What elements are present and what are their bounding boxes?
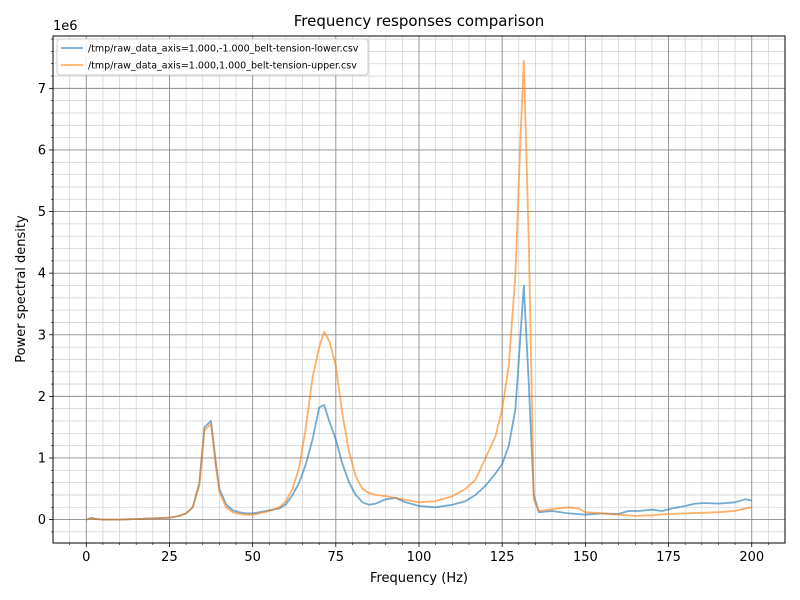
legend-label-lower: /tmp/raw_data_axis=1.000,-1.000_belt-ten… bbox=[88, 44, 359, 55]
y-tick-label: 0 bbox=[38, 513, 46, 528]
y-tick-label: 7 bbox=[38, 82, 46, 97]
x-tick-label: 100 bbox=[407, 550, 432, 565]
y-axis-label: Power spectral density bbox=[14, 215, 29, 363]
x-axis-label: Frequency (Hz) bbox=[370, 571, 468, 586]
x-tick-label: 200 bbox=[739, 550, 764, 565]
y-tick-label: 6 bbox=[38, 143, 46, 158]
x-tick-label: 25 bbox=[161, 550, 178, 565]
x-tick-label: 75 bbox=[328, 550, 345, 565]
series-line-lower bbox=[85, 284, 752, 521]
legend-frame bbox=[56, 38, 369, 76]
y-tick-label: 3 bbox=[38, 328, 46, 343]
chart-title: Frequency responses comparison bbox=[294, 12, 545, 30]
x-tick-label: 50 bbox=[244, 550, 261, 565]
y-tick-label: 1 bbox=[38, 451, 46, 466]
y-tick-label: 4 bbox=[38, 267, 46, 282]
x-tick-label: 0 bbox=[82, 550, 90, 565]
major-grid bbox=[53, 36, 785, 543]
y-tick-label: 2 bbox=[38, 390, 46, 405]
y-axis-offset-text: 1e6 bbox=[53, 19, 78, 34]
x-tick-label: 125 bbox=[490, 550, 515, 565]
series-line-upper bbox=[86, 59, 752, 521]
minor-grid bbox=[53, 36, 785, 543]
legend: /tmp/raw_data_axis=1.000,-1.000_belt-ten… bbox=[56, 38, 369, 76]
y-axis-ticks: 0 1 2 3 4 5 6 7 bbox=[38, 38, 53, 533]
x-axis-ticks: 0 25 50 75 100 125 150 175 200 bbox=[69, 543, 769, 565]
legend-label-upper: /tmp/raw_data_axis=1.000,1.000_belt-tens… bbox=[88, 61, 357, 72]
y-tick-label: 5 bbox=[38, 205, 46, 220]
series-layer bbox=[85, 59, 752, 521]
x-tick-label: 150 bbox=[573, 550, 598, 565]
x-tick-label: 175 bbox=[656, 550, 681, 565]
